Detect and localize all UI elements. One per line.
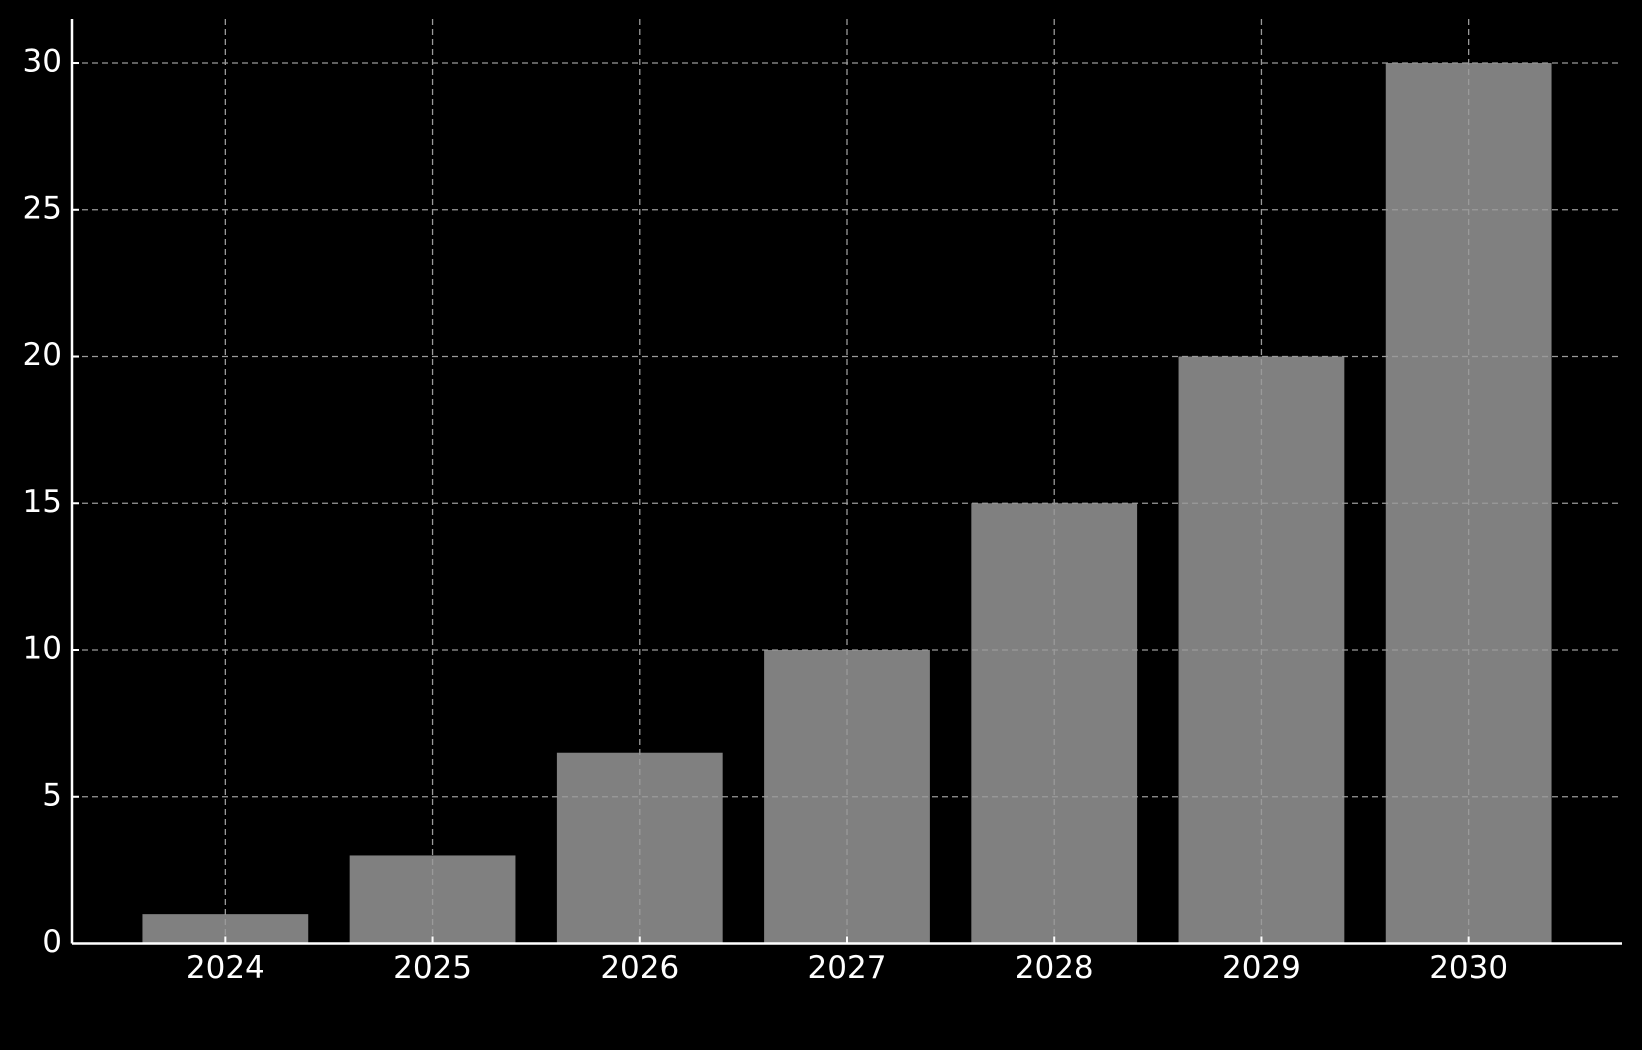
y-tick-label: 5 xyxy=(42,777,62,813)
y-tick-label: 20 xyxy=(23,337,62,373)
y-tick-label: 30 xyxy=(23,44,62,80)
x-tick-label: 2024 xyxy=(186,950,265,986)
x-tick-label: 2026 xyxy=(600,950,679,986)
x-tick-label: 2030 xyxy=(1429,950,1508,986)
y-tick-label: 0 xyxy=(42,924,62,960)
y-tick-label: 15 xyxy=(23,484,62,520)
y-tick-label: 10 xyxy=(23,631,62,667)
x-tick-label: 2025 xyxy=(393,950,472,986)
x-tick-label: 2027 xyxy=(808,950,887,986)
y-tick-label: 25 xyxy=(23,190,62,226)
x-tick-label: 2029 xyxy=(1222,950,1301,986)
x-tick-label: 2028 xyxy=(1015,950,1094,986)
